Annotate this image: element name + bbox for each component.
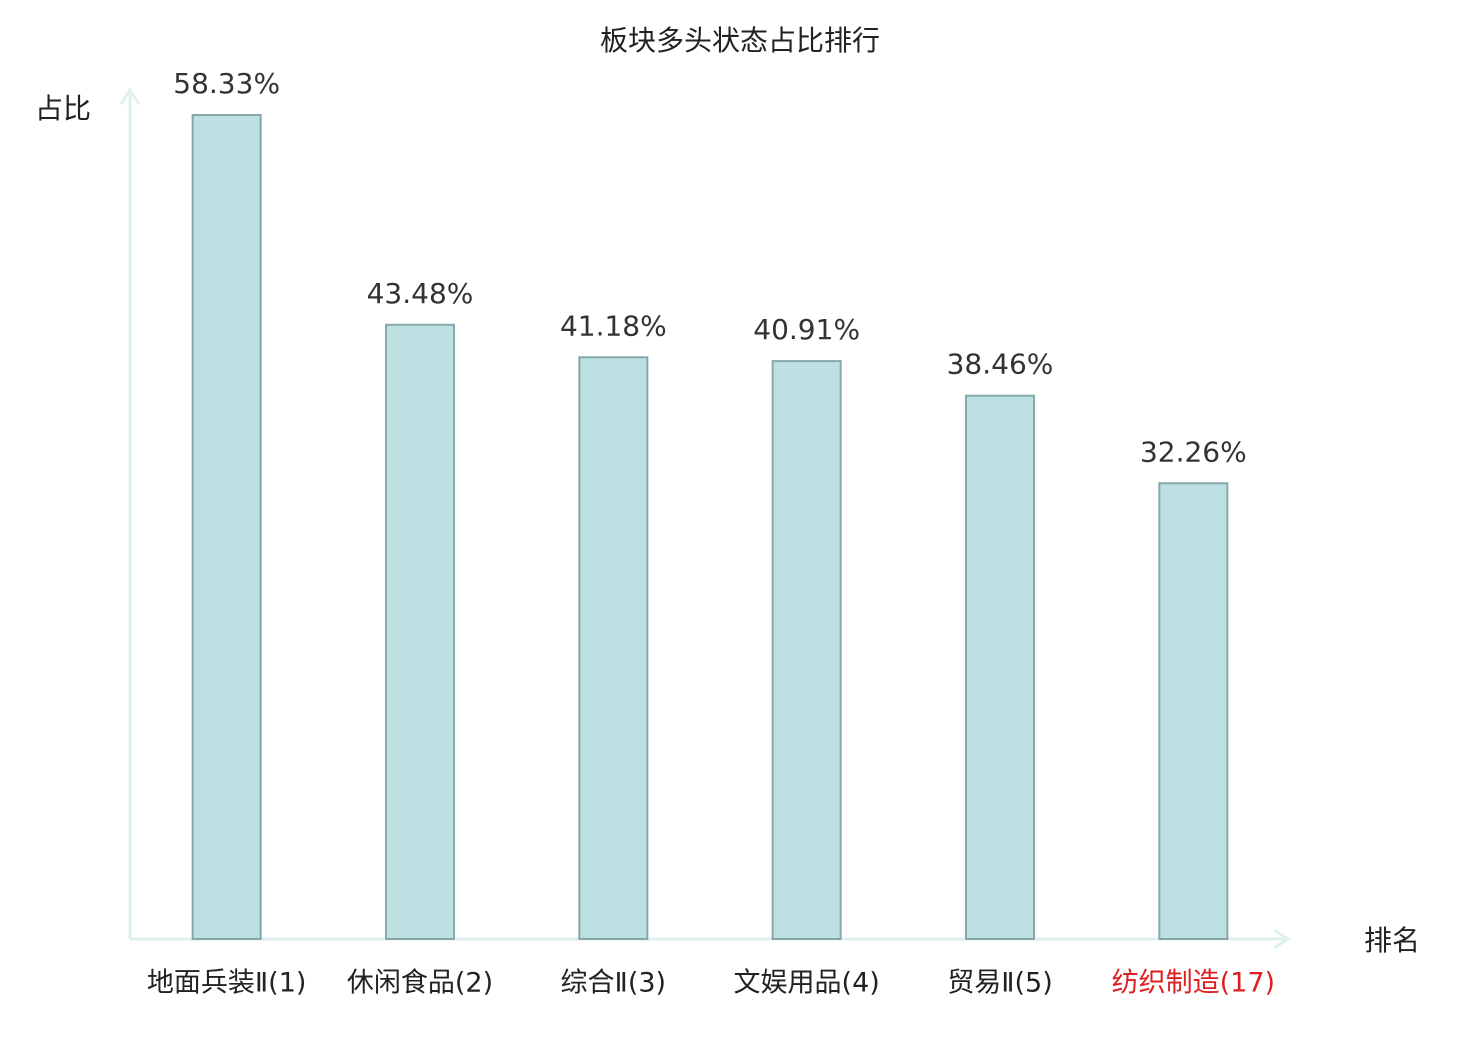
- x-tick-label: 纺织制造(17): [1112, 968, 1275, 999]
- value-label: 38.46%: [947, 348, 1054, 381]
- x-tick-label: 休闲食品(2): [347, 968, 493, 999]
- value-label: 40.91%: [753, 313, 860, 346]
- bar: [965, 394, 1035, 940]
- bar: [578, 356, 649, 940]
- chart-title: 板块多头状态占比排行: [600, 24, 880, 57]
- axes: [119, 87, 1291, 950]
- value-label: 32.26%: [1140, 435, 1247, 468]
- value-label: 43.48%: [367, 277, 474, 310]
- value-label: 58.33%: [173, 67, 280, 100]
- x-arrow: [1273, 928, 1291, 950]
- x-tick-label: 文娱用品(4): [734, 968, 880, 999]
- y-axis-label: 占比: [35, 92, 91, 125]
- x-tick-label: 地面兵装Ⅱ(1): [147, 968, 307, 999]
- bar: [1158, 482, 1229, 940]
- value-label: 41.18%: [560, 309, 667, 342]
- x-axis-label: 排名: [1364, 924, 1420, 957]
- bar: [191, 114, 262, 940]
- y-arrow: [119, 87, 141, 105]
- x-tick-label: 综合Ⅱ(3): [561, 968, 667, 999]
- bar: [771, 360, 842, 941]
- x-tick-label: 贸易Ⅱ(5): [947, 968, 1053, 999]
- bar: [385, 323, 455, 940]
